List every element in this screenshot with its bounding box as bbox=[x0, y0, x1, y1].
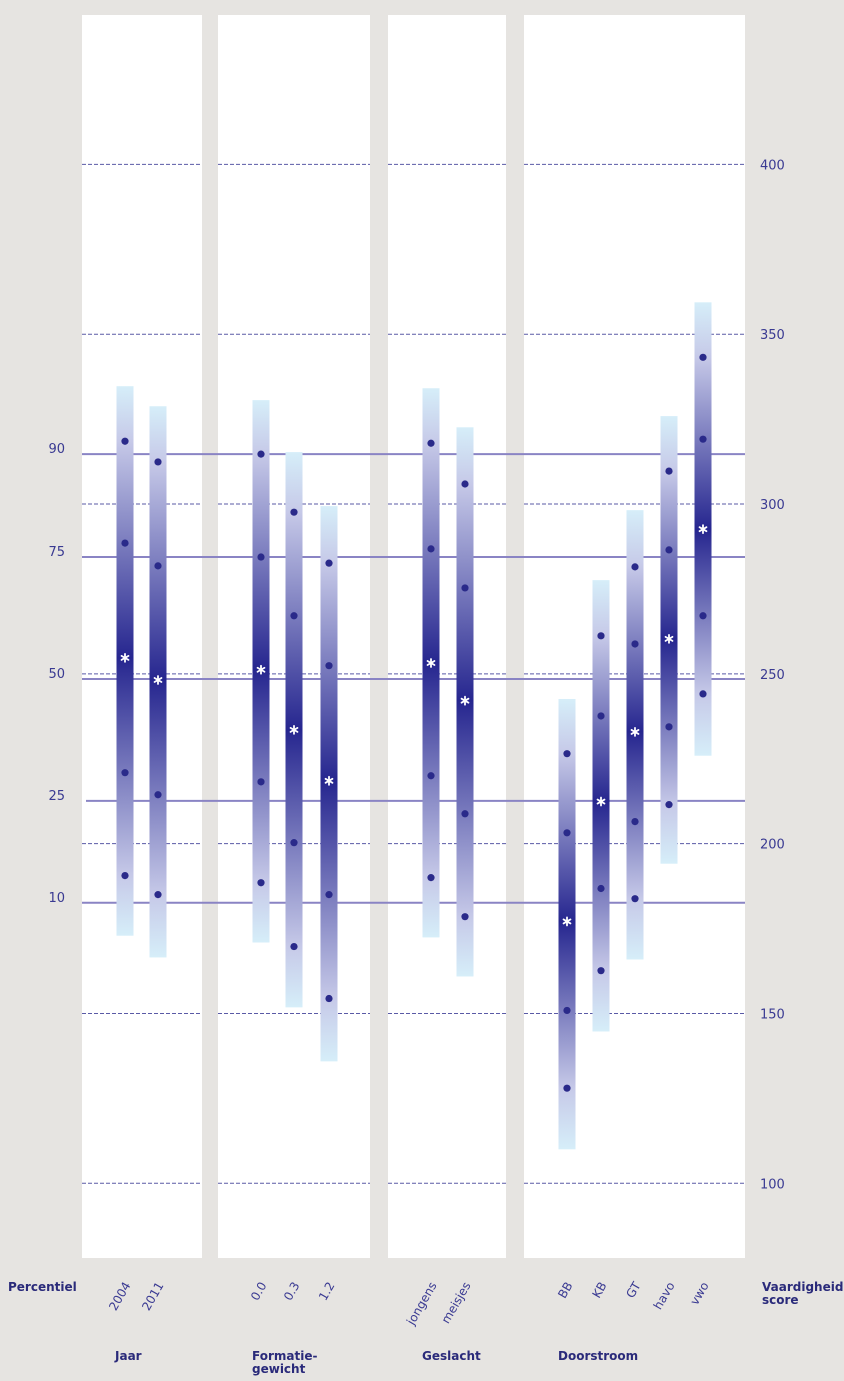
percentile-dot bbox=[665, 467, 673, 475]
x-tick-label: KB bbox=[589, 1280, 609, 1301]
group-label: gewicht bbox=[252, 1362, 306, 1376]
median-marker bbox=[698, 524, 708, 535]
percentile-dot bbox=[699, 435, 707, 443]
percentile-dot bbox=[631, 817, 639, 826]
median-marker bbox=[324, 775, 334, 786]
percentile-dot bbox=[631, 640, 639, 648]
percentile-dot bbox=[257, 553, 265, 561]
median-marker bbox=[562, 916, 572, 927]
panel bbox=[388, 15, 506, 1258]
y-tick-label: 250 bbox=[760, 668, 785, 683]
percentile-dot bbox=[290, 508, 298, 516]
median-marker bbox=[664, 633, 674, 644]
percentile-dot bbox=[665, 801, 673, 809]
panel bbox=[82, 15, 202, 1258]
percentile-tick-label: 10 bbox=[48, 891, 65, 906]
median-marker bbox=[289, 724, 299, 735]
group-label: Formatie- bbox=[252, 1349, 317, 1363]
percentile-tick-label: 75 bbox=[48, 545, 65, 560]
y-tick-label: 300 bbox=[760, 498, 785, 513]
percentile-dot bbox=[427, 772, 435, 780]
x-tick-label: 1.2 bbox=[316, 1280, 338, 1304]
percentile-dot bbox=[461, 584, 469, 592]
x-tick-label: 0.0 bbox=[248, 1280, 270, 1304]
percentile-dot bbox=[325, 994, 333, 1003]
x-tick-label: havo bbox=[651, 1280, 678, 1312]
percentile-tick-label: 25 bbox=[48, 789, 65, 804]
median-marker bbox=[460, 695, 470, 706]
percentile-dot bbox=[290, 839, 298, 847]
percentile-dot bbox=[154, 891, 162, 899]
median-marker bbox=[153, 675, 163, 685]
percentile-dot bbox=[461, 810, 469, 818]
percentile-dot bbox=[154, 791, 162, 799]
y-tick-label: 350 bbox=[760, 328, 785, 343]
y-axis-label: score bbox=[762, 1293, 799, 1307]
x-tick-label: BB bbox=[555, 1280, 575, 1301]
median-marker bbox=[256, 664, 266, 675]
percentile-tick-label: 50 bbox=[48, 667, 65, 682]
percentile-dot bbox=[121, 871, 129, 880]
percentile-dot bbox=[699, 353, 707, 361]
median-marker bbox=[426, 658, 436, 668]
x-tick-label: GT bbox=[623, 1279, 644, 1301]
percentile-dot bbox=[427, 545, 435, 553]
percentile-dot bbox=[461, 480, 469, 488]
percentile-dot bbox=[121, 539, 129, 547]
y-tick-label: 150 bbox=[760, 1007, 785, 1022]
percentile-dot bbox=[325, 891, 333, 899]
x-tick-label: 2004 bbox=[106, 1280, 133, 1313]
x-tick-label: 0.3 bbox=[281, 1280, 303, 1304]
group-label: Doorstroom bbox=[558, 1349, 638, 1363]
percentile-dot bbox=[257, 879, 265, 887]
percentile-dot bbox=[597, 712, 605, 720]
percentile-tick-label: 90 bbox=[48, 442, 65, 457]
median-marker bbox=[596, 796, 606, 807]
percentile-dot bbox=[563, 1084, 571, 1092]
percentile-dot bbox=[257, 450, 265, 458]
y-tick-label: 100 bbox=[760, 1177, 785, 1192]
percentile-dot bbox=[631, 563, 639, 571]
percentile-dot bbox=[597, 967, 605, 975]
percentile-dot bbox=[427, 874, 435, 882]
percentile-dot bbox=[290, 612, 298, 620]
median-marker bbox=[630, 727, 640, 737]
percentile-dot bbox=[461, 913, 469, 921]
y-tick-label: 400 bbox=[760, 158, 785, 173]
percentile-dot bbox=[665, 723, 673, 731]
x-tick-label: 2011 bbox=[139, 1280, 166, 1313]
percentile-dot bbox=[427, 439, 435, 447]
x-tick-label: meisjes bbox=[439, 1280, 474, 1327]
percentile-dot bbox=[290, 942, 298, 951]
percentile-dot bbox=[699, 690, 707, 698]
y-tick-label: 200 bbox=[760, 838, 785, 853]
percentile-dot bbox=[257, 778, 265, 786]
percentile-dot bbox=[121, 437, 129, 445]
x-tick-label: jongens bbox=[403, 1280, 439, 1329]
percentile-dot bbox=[325, 662, 333, 670]
percentile-dot bbox=[325, 559, 333, 567]
x-tick-label: vwo bbox=[687, 1280, 711, 1308]
median-marker bbox=[120, 652, 130, 663]
percentile-dot bbox=[597, 632, 605, 640]
percentile-dot bbox=[154, 458, 162, 466]
percentile-dot bbox=[631, 895, 639, 903]
percentile-dot bbox=[665, 546, 673, 554]
percentile-dot bbox=[563, 750, 571, 758]
group-label: Geslacht bbox=[422, 1349, 481, 1363]
percentile-label: Percentiel bbox=[8, 1280, 77, 1294]
percentile-dot bbox=[154, 562, 162, 570]
percentile-dot bbox=[597, 884, 605, 893]
group-label: Jaar bbox=[114, 1349, 142, 1363]
percentile-dot bbox=[121, 769, 129, 777]
percentile-dot bbox=[699, 612, 707, 620]
percentile-dot bbox=[563, 1006, 571, 1015]
percentile-dot bbox=[563, 829, 571, 837]
